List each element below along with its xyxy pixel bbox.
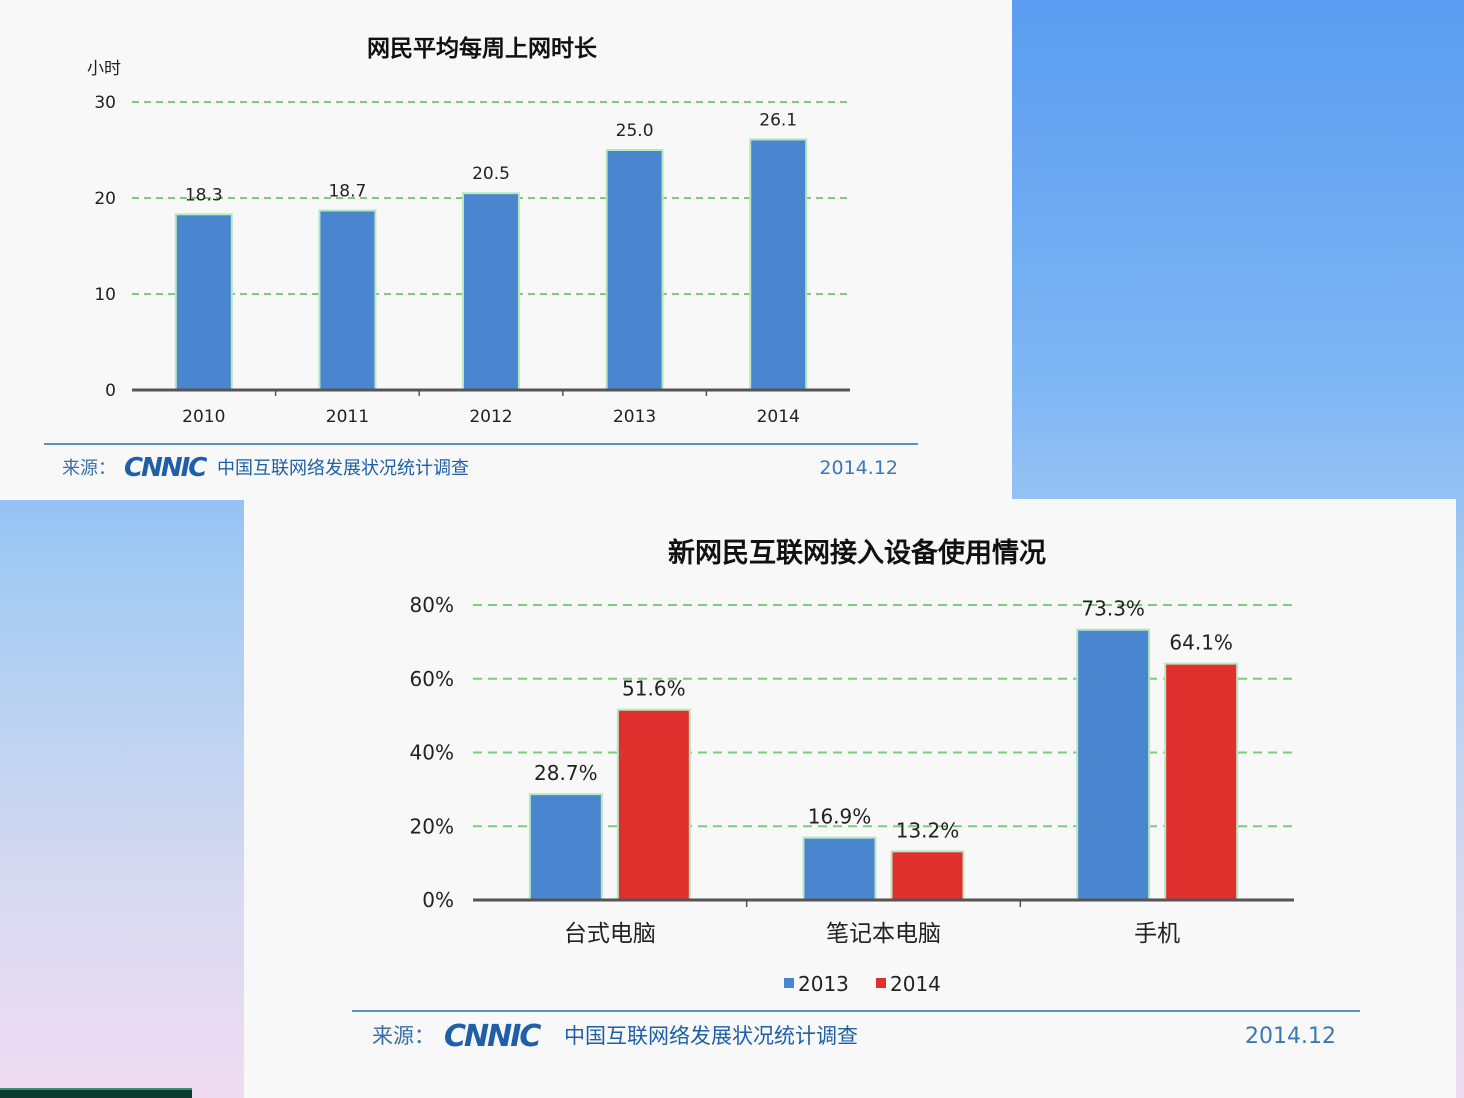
bar xyxy=(318,209,377,391)
bar-2013 xyxy=(528,793,603,902)
y-tick-label: 10 xyxy=(94,285,116,305)
source-text: 中国互联网络发展状况统计调查 xyxy=(564,1024,858,1048)
bar-2014 xyxy=(1164,662,1239,901)
y-tick-label: 20% xyxy=(410,814,454,838)
legend-label: 2013 xyxy=(798,972,849,996)
legend-swatch xyxy=(876,978,886,988)
legend-swatch xyxy=(784,978,794,988)
bar-2013 xyxy=(1076,628,1151,902)
x-tick-label: 2012 xyxy=(469,407,512,427)
bar-value-label: 28.7% xyxy=(534,761,598,785)
bar-value-label: 13.2% xyxy=(896,818,960,842)
bar-2014 xyxy=(616,708,691,901)
y-tick-label: 40% xyxy=(410,741,454,765)
y-tick-label: 30 xyxy=(94,93,116,113)
chart-title: 新网民互联网接入设备使用情况 xyxy=(668,537,1046,569)
x-tick-label: 台式电脑 xyxy=(564,921,656,947)
cnnic-logo: CNNIC xyxy=(124,453,207,483)
x-tick-label: 笔记本电脑 xyxy=(826,921,941,947)
y-tick-label: 20 xyxy=(94,189,116,209)
source-label: 来源： xyxy=(62,458,116,479)
source-date: 2014.12 xyxy=(819,457,898,479)
chart-title: 网民平均每周上网时长 xyxy=(367,35,598,62)
device-usage-chart: 新网民互联网接入设备使用情况 0% 20% 40% 60% 80% 28.7% 51.6%… xyxy=(352,537,1360,1054)
y-axis-label: 小时 xyxy=(87,59,121,79)
source-text: 中国互联网络发展状况统计调查 xyxy=(217,458,469,479)
cnnic-logo: CNNIC xyxy=(444,1019,541,1054)
x-tick-label: 2011 xyxy=(326,407,369,427)
source-date: 2014.12 xyxy=(1245,1024,1336,1049)
bar xyxy=(462,192,520,391)
bar-2014 xyxy=(890,850,965,902)
bar-value-label: 16.9% xyxy=(808,805,872,829)
bar-value-label: 73.3% xyxy=(1081,597,1145,621)
bar-value-label: 18.3 xyxy=(185,185,223,205)
x-tick-label: 2014 xyxy=(757,407,800,427)
chart-panel-device-usage: 新网民互联网接入设备使用情况 0% 20% 40% 60% 80% 28.7% 51.6%… xyxy=(244,499,1456,1098)
x-tick-label: 手机 xyxy=(1134,921,1180,947)
bar-2013 xyxy=(802,836,877,901)
bar-value-label: 64.1% xyxy=(1169,631,1233,655)
chart-legend: 2013 2014 xyxy=(784,972,941,996)
x-tick-label: 2010 xyxy=(182,407,225,427)
y-tick-label: 60% xyxy=(410,667,454,691)
bar-value-label: 51.6% xyxy=(622,677,686,701)
bar-value-label: 18.7 xyxy=(328,181,366,201)
y-tick-label: 0% xyxy=(422,888,454,912)
bar xyxy=(749,138,808,391)
y-tick-label: 80% xyxy=(410,593,454,617)
bar xyxy=(174,213,233,391)
source-label: 来源： xyxy=(372,1024,435,1048)
weekly-hours-chart: 网民平均每周上网时长 小时 0 10 20 30 18.3 18.7 20.5 25.0 26… xyxy=(44,35,918,483)
bar-value-label: 26.1 xyxy=(759,110,797,130)
y-tick-label: 0 xyxy=(105,381,116,401)
bar-value-label: 20.5 xyxy=(472,164,510,184)
chart-panel-weekly-hours: 网民平均每周上网时长 小时 0 10 20 30 18.3 18.7 20.5 25.0 26… xyxy=(0,0,1012,500)
bar xyxy=(605,149,664,391)
slide-footer-bar xyxy=(0,1088,192,1098)
legend-label: 2014 xyxy=(890,972,941,996)
x-tick-label: 2013 xyxy=(613,407,656,427)
bar-value-label: 25.0 xyxy=(616,121,654,141)
